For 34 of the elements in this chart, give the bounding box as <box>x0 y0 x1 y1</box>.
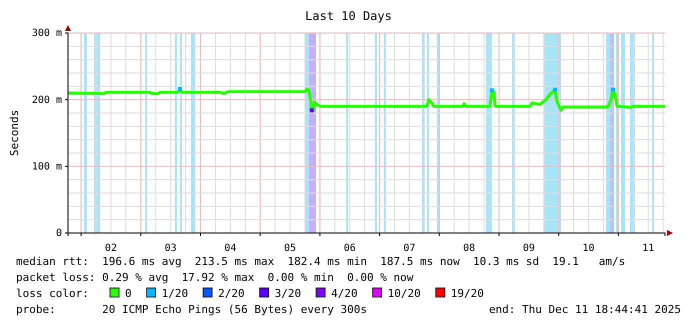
x-tick-label: 08 <box>463 243 476 254</box>
chart-title: Last 10 Days <box>305 9 392 23</box>
line-series <box>66 88 666 112</box>
x-tick-label: 10 <box>582 243 595 254</box>
legend-label: 2/20 <box>218 287 245 300</box>
x-tick-label: 09 <box>522 243 535 254</box>
point <box>611 88 616 92</box>
x-tick-label: 06 <box>344 243 356 254</box>
x-tick-label: 07 <box>403 243 416 254</box>
legend-label: 0 <box>125 287 132 300</box>
text: end: Thu Dec 11 18:44:41 2025 <box>488 303 681 316</box>
text: packet loss: 0.29 % avg 17.92 % max 0.00 % min 0.00 % now <box>16 271 414 284</box>
legend-label: 19/20 <box>450 287 484 300</box>
point <box>178 87 182 91</box>
y-tick-label: 200 m <box>32 94 62 106</box>
legend-label: 4/20 <box>331 287 358 300</box>
y-tick-label: 300 m <box>32 28 62 40</box>
x-tick-label: 02 <box>104 243 117 254</box>
text: probe: 20 ICMP Echo Pings (56 Bytes) every 300s <box>16 303 367 316</box>
x-tick-label: 05 <box>284 243 296 254</box>
x-tick-label: 03 <box>164 243 177 254</box>
legend-label: 3/20 <box>274 287 302 300</box>
x-tick-label: 04 <box>224 243 236 254</box>
y-tick-label: 0 <box>56 228 62 240</box>
legend-label: 1/20 <box>162 287 188 300</box>
point <box>552 88 557 92</box>
legend-title: loss color: <box>16 287 89 300</box>
text: median rtt: 196.6 ms avg 213.5 ms max 182.4 ms min 187.5 ms now 10.3 ms sd 19.1 am/s <box>16 255 626 268</box>
point <box>310 108 314 112</box>
legend-label: 10/20 <box>388 287 421 300</box>
y-axis-title: Seconds <box>8 110 21 156</box>
y-tick-label: 100 m <box>32 162 62 173</box>
point <box>490 88 494 92</box>
x-tick-label: 11 <box>642 243 654 254</box>
